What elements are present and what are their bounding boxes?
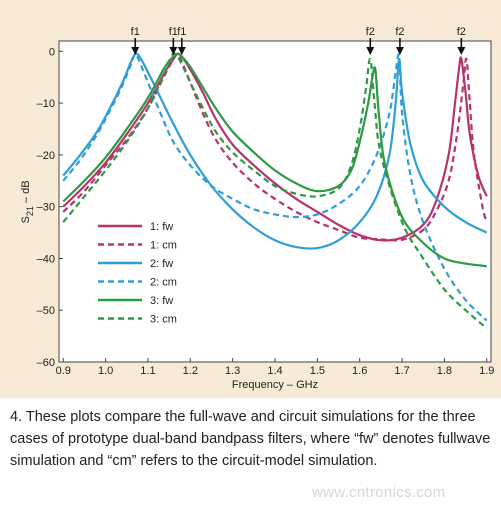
legend-label-6: 3: cm: [150, 314, 177, 326]
annotation-arrow-head-1: [131, 47, 140, 55]
y-tick-label: –30: [37, 202, 55, 214]
series-line-5: [62, 52, 487, 268]
series-line-2: [62, 52, 488, 242]
annotation-label-3: f1: [177, 26, 186, 38]
annotation-label-5: f2: [395, 26, 404, 38]
annotation-label-1: f1: [131, 26, 140, 38]
x-tick-label: 1.1: [140, 365, 155, 377]
y-tick-label: –20: [37, 150, 55, 162]
watermark: www.cntronics.com: [312, 484, 446, 501]
annotation-label-2: f1: [169, 26, 178, 38]
annotation-label-6: f2: [457, 26, 466, 38]
x-tick-label: 1.4: [267, 365, 282, 377]
x-tick-label: 1.7: [394, 365, 409, 377]
legend-label-1: 1: fw: [150, 221, 173, 233]
y-axis-title-sub: 21: [25, 206, 35, 216]
annotation-arrow-head-2: [169, 47, 178, 55]
caption-number: 4.: [10, 409, 23, 425]
figure-panel: 0.9 1.0 1.1 1.2 1.3 1.4 1.5 1.6 1.7 1.8 1.9 0 –10 –20…: [0, 0, 501, 398]
annotation-arrow-head-5: [395, 47, 404, 55]
legend-label-2: 1: cm: [150, 240, 177, 252]
x-tick-label: 1.8: [437, 365, 452, 377]
y-axis-title-tail: – dB: [20, 180, 32, 206]
figure-caption: 4. These plots compare the full-wave and…: [10, 406, 496, 472]
series-line-3: [62, 52, 488, 250]
y-tick-label: –40: [37, 253, 55, 265]
x-tick-label: 0.9: [56, 365, 71, 377]
y-axis-title: S21 – dB: [20, 180, 35, 223]
annotation-arrow-head-4: [366, 47, 375, 55]
annotation-label-4: f2: [366, 26, 375, 38]
x-tick-label: 1.6: [352, 365, 367, 377]
x-tick-label: 1.9: [479, 365, 494, 377]
legend-label-4: 2: cm: [150, 277, 177, 289]
x-tick-label: 1.2: [183, 365, 198, 377]
legend-label-3: 2: fw: [150, 258, 173, 270]
y-tick-label: –50: [37, 305, 55, 317]
series-line-4: [62, 52, 488, 322]
legend-label-5: 3: fw: [150, 295, 173, 307]
x-axis-title: Frequency – GHz: [232, 379, 318, 391]
svg-text:S21 – dB: S21 – dB: [20, 180, 35, 223]
annotation-arrow-head-3: [177, 47, 186, 55]
y-axis-title-main: S: [20, 216, 32, 223]
caption-text: These plots compare the full-wave and ci…: [10, 409, 491, 469]
y-tick-label: 0: [49, 46, 55, 58]
y-tick-label: –10: [37, 98, 55, 110]
plot-area: [58, 40, 492, 363]
x-tick-label: 1.5: [310, 365, 325, 377]
s21-frequency-chart: 0.9 1.0 1.1 1.2 1.3 1.4 1.5 1.6 1.7 1.8 1.9 0 –10 –20…: [20, 26, 494, 391]
y-tick-label: –60: [37, 357, 55, 369]
series-line-6: [62, 52, 488, 330]
annotation-arrow-head-6: [457, 47, 466, 55]
x-tick-label: 1.3: [225, 365, 240, 377]
x-tick-label: 1.0: [98, 365, 113, 377]
